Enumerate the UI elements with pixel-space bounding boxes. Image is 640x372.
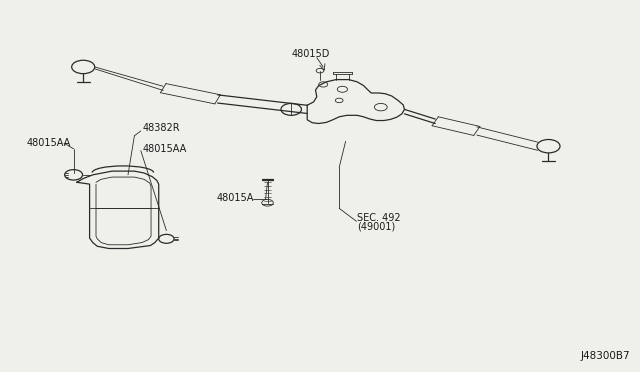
Text: 48015D: 48015D [291, 49, 330, 59]
Text: J48300B7: J48300B7 [580, 351, 630, 361]
Text: 48015AA: 48015AA [142, 144, 186, 154]
Text: 48382R: 48382R [142, 124, 180, 133]
Text: 48015A: 48015A [217, 193, 254, 203]
Text: SEC. 492: SEC. 492 [357, 213, 401, 222]
Text: (49001): (49001) [357, 222, 396, 232]
Text: 48015AA: 48015AA [27, 138, 71, 148]
